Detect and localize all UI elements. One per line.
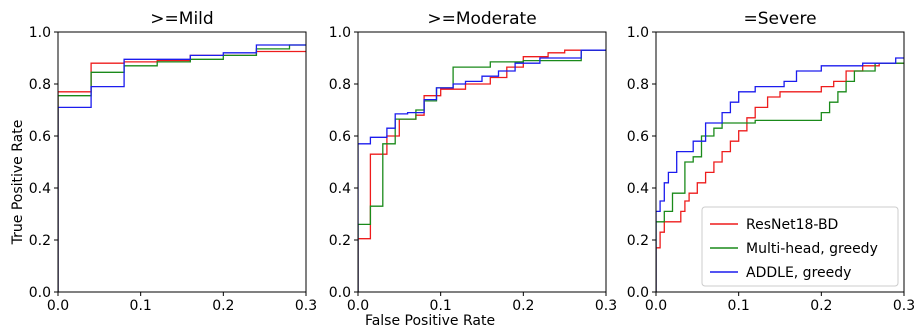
series-line-addle-greedy: [656, 57, 904, 292]
x-tick-label: 0.1: [130, 298, 152, 314]
y-tick-label: 0.6: [29, 129, 51, 145]
legend-label: ADDLE, greedy: [746, 265, 851, 281]
panel-title: =Severe: [743, 9, 816, 29]
series-line-resnet18-bd: [656, 62, 904, 292]
x-tick-label: 0.2: [212, 298, 234, 314]
panel-title: >=Moderate: [427, 9, 536, 29]
x-tick-label: 0.3: [595, 298, 617, 314]
series-group: [58, 44, 306, 292]
plot-frame: [357, 31, 607, 293]
x-tick-label: 0.0: [347, 298, 369, 314]
x-tick-label: 0.3: [295, 298, 317, 314]
y-tick-label: 1.0: [329, 25, 351, 41]
legend: ResNet18-BD Multi-head, greedy ADDLE, gree…: [701, 206, 899, 287]
y-tick-label: 0.0: [329, 285, 351, 301]
panel-3: =Severe 0.0 0.2 0.4 0.6 0.8 1.0 0.0 0.1 0.2 0.3: [627, 9, 915, 314]
y-tick-label: 0.4: [29, 181, 51, 197]
series-line-addle-greedy: [58, 44, 306, 292]
series-line-multi-head-greedy: [58, 44, 306, 292]
x-tick-label: 0.1: [728, 298, 750, 314]
series-line-multi-head-greedy: [358, 49, 606, 292]
legend-box: [701, 206, 899, 287]
y-tick-label: 0.6: [329, 129, 351, 145]
y-tick-label: 1.0: [29, 25, 51, 41]
y-tick-label: 0.4: [627, 181, 649, 197]
series-group: [656, 57, 904, 292]
x-axis-label: False Positive Rate: [365, 313, 495, 328]
y-tick-label: 0.8: [329, 77, 351, 93]
y-tick-label: 0.6: [627, 129, 649, 145]
x-tick-label: 0.0: [47, 298, 69, 314]
series-group: [358, 49, 606, 292]
legend-label: ResNet18-BD: [746, 217, 838, 233]
x-tick-label: 0.0: [645, 298, 667, 314]
x-tick-label: 0.2: [810, 298, 832, 314]
y-tick-label: 0.2: [29, 233, 51, 249]
x-tick-label: 0.2: [512, 298, 534, 314]
y-axis-label: True Positive Rate: [10, 120, 26, 246]
panel-1: >=Mild 0.0 0.2 0.4 0.6 0.8 1.0 0.0 0.1 0.2 0.3: [29, 9, 317, 314]
series-line-resnet18-bd: [358, 49, 606, 292]
y-tick-label: 0.8: [627, 77, 649, 93]
plot-frame: [57, 31, 307, 293]
y-tick-label: 1.0: [627, 25, 649, 41]
x-tick-label: 0.1: [430, 298, 452, 314]
y-tick-label: 0.4: [329, 181, 351, 197]
series-line-addle-greedy: [358, 49, 606, 292]
panel-title: >=Mild: [150, 9, 213, 29]
plot-frame: [655, 31, 905, 293]
y-tick-label: 0.8: [29, 77, 51, 93]
legend-label: Multi-head, greedy: [746, 241, 878, 257]
x-tick-label: 0.3: [893, 298, 915, 314]
series-line-resnet18-bd: [58, 50, 306, 292]
y-tick-label: 0.0: [29, 285, 51, 301]
y-tick-label: 0.2: [627, 233, 649, 249]
y-tick-label: 0.2: [329, 233, 351, 249]
panel-2: >=Moderate 0.0 0.2 0.4 0.6 0.8 1.0 0.0 0.1 0.2 0.3: [329, 9, 617, 314]
y-tick-label: 0.0: [627, 285, 649, 301]
